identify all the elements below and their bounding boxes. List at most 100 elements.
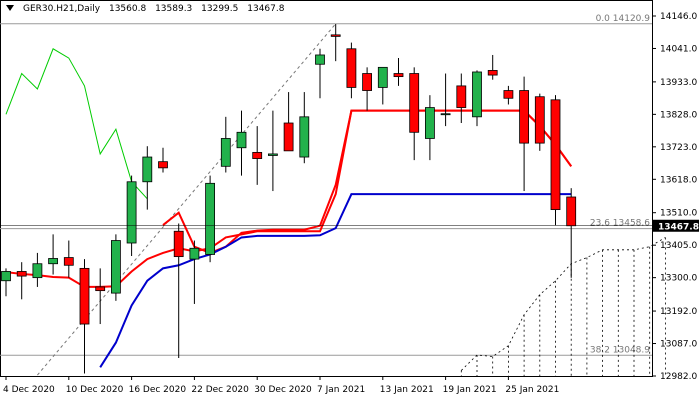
- candle: [95, 268, 106, 325]
- y-tick-label: 13933.0: [660, 78, 697, 88]
- candle: [346, 42, 357, 99]
- projection-line: [461, 237, 666, 371]
- candle-body-bullish: [142, 156, 153, 183]
- y-tick-label: 13618.0: [660, 175, 697, 185]
- candle: [252, 126, 263, 185]
- candle: [48, 234, 58, 275]
- candle-body-bullish: [440, 113, 451, 116]
- candle-body-bearish: [330, 34, 341, 37]
- candle-body-bearish: [566, 196, 577, 227]
- candle-body-bullish: [472, 71, 482, 118]
- ohlc-high: 13589.3: [155, 4, 193, 14]
- symbol-timeframe: GER30.H21,Daily: [23, 4, 101, 14]
- candle-body-bullish: [32, 263, 43, 279]
- y-tick-label: 13828.0: [660, 110, 697, 120]
- candle: [79, 259, 90, 374]
- candle: [189, 240, 200, 304]
- candle-body-bearish: [79, 267, 90, 325]
- candle-body-bearish: [519, 90, 529, 144]
- ohlc-open: 13560.8: [108, 4, 147, 14]
- candle-body-bullish: [189, 247, 200, 260]
- x-tick-label: 22 Dec 2020: [191, 385, 249, 395]
- candle-body-bullish: [424, 107, 435, 139]
- green-indicator-line: [5, 48, 148, 200]
- candle-body-bearish: [503, 90, 514, 99]
- candle: [472, 70, 482, 127]
- candle-body-bullish: [220, 138, 231, 167]
- y-tick-label: 14146.0: [660, 12, 697, 22]
- candle-body-bearish: [362, 73, 373, 91]
- candle-body-bearish: [346, 48, 357, 88]
- candle: [220, 116, 231, 173]
- ohlc-low: 13299.5: [201, 4, 239, 14]
- candle: [32, 252, 43, 287]
- x-tick-label: 30 Dec 2020: [254, 385, 312, 395]
- candle-body-bearish: [534, 96, 545, 144]
- y-tick-label: 13087.0: [660, 340, 697, 350]
- fib-trendline: [37, 23, 337, 376]
- candle-body-bearish: [158, 161, 168, 169]
- current-price-tag-bg: [653, 219, 699, 232]
- candle: [362, 67, 373, 111]
- y-tick-label: 12982.0: [660, 372, 697, 382]
- candle: [111, 234, 121, 301]
- candle: [330, 24, 341, 62]
- candle: [424, 95, 435, 161]
- plot-frame: [0, 0, 653, 377]
- y-tick-label: 13192.0: [660, 307, 697, 317]
- candle-body-bearish: [456, 85, 467, 108]
- candle-body-bearish: [283, 122, 294, 152]
- candle-body-bullish: [377, 66, 388, 88]
- candle-body-bullish: [205, 182, 216, 255]
- candle: [315, 48, 325, 99]
- candle-body-bearish: [63, 257, 74, 266]
- x-tick-label: 16 Dec 2020: [129, 385, 187, 395]
- candle-body-bearish: [173, 230, 184, 258]
- fib-level-label: 38.2 13048.9: [590, 345, 650, 355]
- fib-level-label: 0.0 14120.9: [596, 14, 651, 24]
- candle: [205, 175, 216, 263]
- x-tick-label: 4 Dec 2020: [3, 385, 55, 395]
- ohlc-close: 13467.8: [247, 4, 285, 14]
- candle: [16, 262, 27, 300]
- y-tick-label: 13510.0: [660, 209, 697, 219]
- y-tick-label: 14041.0: [660, 44, 697, 54]
- dropdown-triangle-icon[interactable]: [6, 4, 14, 14]
- x-tick-label: 25 Jan 2021: [505, 385, 559, 395]
- candle: [267, 110, 278, 192]
- candle-body-bullish: [126, 181, 137, 244]
- candle: [126, 175, 137, 256]
- candle-body-bullish: [1, 271, 11, 282]
- fib-level-label: 23.6 13458.6: [590, 219, 650, 229]
- candle-body-bullish: [299, 116, 310, 158]
- candle: [550, 95, 561, 226]
- candle-body-bullish: [48, 258, 58, 265]
- candle: [283, 92, 294, 152]
- x-tick-label: 7 Jan 2021: [317, 385, 365, 395]
- candle: [173, 223, 184, 359]
- candle: [456, 73, 467, 124]
- candle: [299, 92, 310, 164]
- y-tick-label: 13405.0: [660, 241, 697, 251]
- x-tick-label: 19 Jan 2021: [443, 385, 497, 395]
- candle: [63, 240, 74, 278]
- candle: [142, 146, 153, 210]
- candle-body-bullish: [236, 131, 247, 149]
- candle-body-bullish: [111, 240, 121, 294]
- candle: [393, 58, 404, 86]
- candle: [236, 110, 247, 176]
- candle: [158, 147, 168, 173]
- candle-body-bullish: [315, 54, 325, 65]
- candle: [487, 54, 498, 80]
- candle-body-bearish: [252, 151, 263, 159]
- candle: [1, 268, 11, 297]
- candle: [566, 188, 577, 278]
- candle: [534, 93, 545, 151]
- candle-body-bearish: [550, 99, 561, 211]
- candle-body-bearish: [393, 73, 404, 78]
- candle-body-bearish: [487, 70, 498, 76]
- current-price-tag-label: 13467.8: [658, 222, 699, 232]
- x-tick-label: 10 Dec 2020: [66, 385, 124, 395]
